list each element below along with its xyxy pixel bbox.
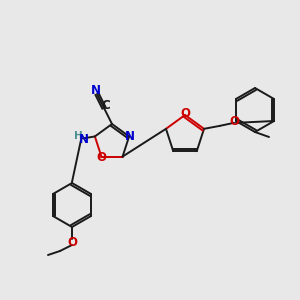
Text: O: O xyxy=(229,115,239,128)
Text: N: N xyxy=(125,130,135,143)
Text: O: O xyxy=(180,107,190,120)
Text: O: O xyxy=(67,236,77,248)
Text: C: C xyxy=(101,99,110,112)
Text: H: H xyxy=(74,131,82,141)
Text: N: N xyxy=(91,83,101,97)
Text: N: N xyxy=(79,133,89,146)
Text: O: O xyxy=(96,151,106,164)
